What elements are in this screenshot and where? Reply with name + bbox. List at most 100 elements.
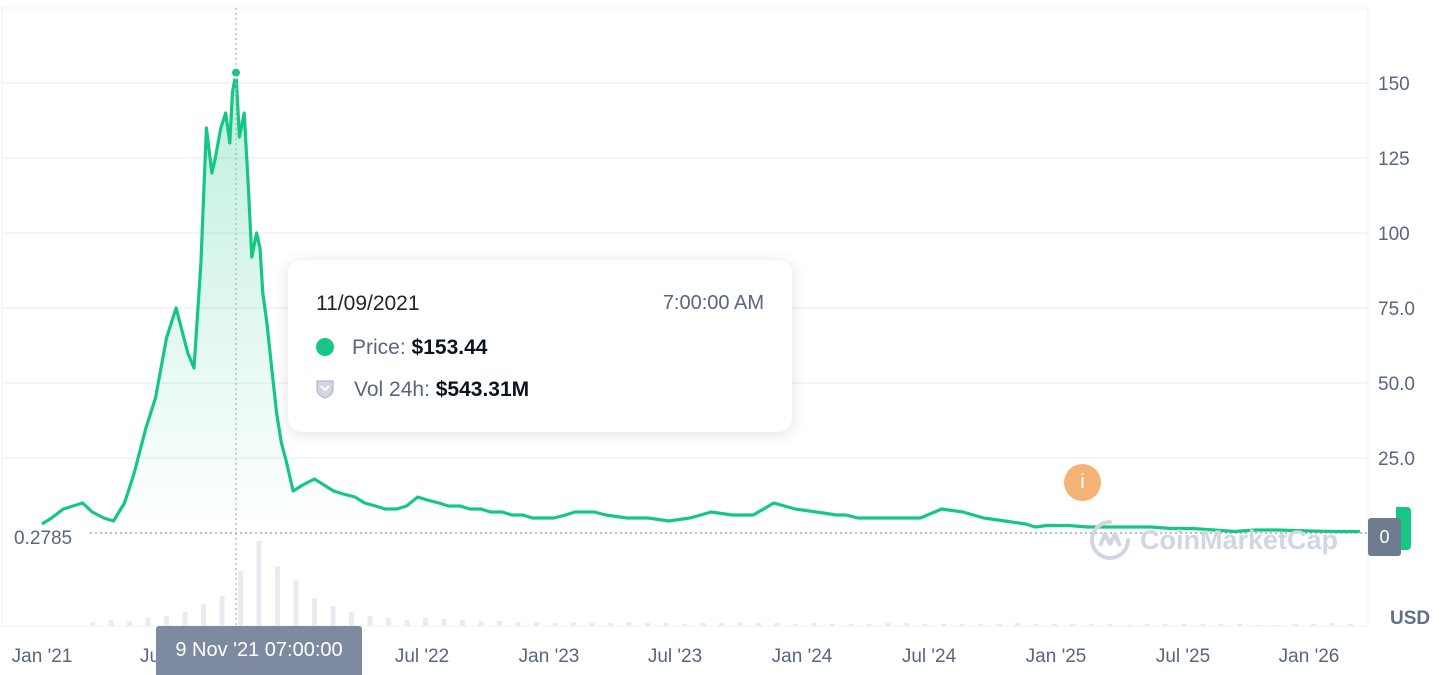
volume-bar [275, 566, 280, 626]
x-tick-label: Jul '23 [648, 646, 702, 667]
tooltip-volume-value: $543.31M [435, 378, 530, 401]
volume-bar [1292, 624, 1298, 626]
volume-bar [238, 571, 243, 626]
volume-bar [90, 622, 95, 626]
volume-bar [515, 622, 521, 626]
volume-bar [1033, 624, 1039, 626]
volume-bar [182, 612, 188, 626]
volume-bar [441, 619, 447, 626]
volume-bar [830, 624, 835, 626]
x-tick-label: Jan '24 [772, 646, 833, 667]
volume-bar [774, 623, 780, 626]
volume-bar [1070, 624, 1076, 626]
volume-bar [478, 621, 484, 626]
volume-bar [1274, 625, 1279, 626]
currency-label[interactable]: USD [1390, 608, 1431, 629]
reference-line-label: 0.2785 [14, 528, 72, 549]
tooltip-volume-row: Vol 24h: $543.31M [316, 378, 529, 402]
volume-bar [312, 598, 317, 626]
volume-bar [1237, 624, 1242, 626]
x-tick-label: Jan '23 [519, 646, 580, 667]
x-tick-label: Jul '24 [902, 646, 957, 667]
volume-bar [1126, 625, 1131, 626]
volume-bar [867, 624, 872, 626]
volume-bar [1200, 624, 1205, 626]
y-tick-label: 100 [1378, 224, 1410, 245]
price-tooltip: 11/09/2021 7:00:00 AM Price: $153.44 Vol… [288, 260, 792, 432]
volume-bar [330, 606, 336, 626]
volume-bar [978, 624, 983, 626]
volume-bar [663, 623, 669, 626]
tooltip-price-row: Price: $153.44 [316, 336, 487, 360]
volume-bar [848, 624, 854, 626]
volume-bar [959, 624, 965, 626]
tooltip-date: 11/09/2021 [316, 292, 420, 315]
volume-bar [256, 541, 262, 626]
volume-bar [219, 596, 225, 626]
volume-bar [127, 621, 132, 626]
volume-bar [386, 618, 391, 626]
x-axis: Jan '21 Ju Jul '22 Jan '23 Jul '23 Jan '24 Jul… [12, 646, 1340, 667]
volume-bar [293, 581, 299, 626]
volume-bar [164, 616, 169, 626]
x-tick-label: Jul '22 [395, 646, 449, 667]
volume-bar [885, 623, 891, 626]
volume-bar [1163, 624, 1168, 626]
volume-bar [589, 623, 595, 626]
volume-bar [1015, 623, 1020, 626]
volume-bar [811, 623, 817, 626]
price-dot-icon [316, 338, 334, 356]
volume-bar [1107, 624, 1113, 626]
volume-bar [552, 623, 558, 626]
coinmarketcap-logo-icon [1090, 520, 1130, 560]
price-area [42, 72, 1360, 533]
volume-shield-icon [316, 380, 334, 399]
volume-bar [793, 624, 798, 626]
volume-bar [1052, 624, 1057, 626]
volume-bar [737, 622, 743, 626]
volume-bar [534, 622, 539, 626]
volume-bar [571, 622, 576, 626]
watermark: CoinMarketCap [1088, 518, 1338, 562]
y-tick-label: 50.0 [1378, 374, 1415, 395]
hover-point [229, 66, 242, 79]
x-tick-label: Jul '25 [1156, 646, 1210, 667]
volume-bar [423, 618, 428, 626]
volume-bar [349, 612, 354, 626]
y-tick-label: 150 [1378, 74, 1410, 95]
volume-bar [682, 624, 687, 626]
y-tick-label: 75.0 [1378, 299, 1415, 320]
volume-bar [1255, 625, 1261, 626]
y-tick-label: 25.0 [1378, 449, 1415, 470]
x-tick-label: Jan '21 [12, 646, 73, 667]
crosshair-date-label: 9 Nov '21 07:00:00 [156, 626, 362, 675]
volume-bar [941, 624, 946, 626]
volume-bar [201, 604, 206, 626]
volume-bar [367, 616, 373, 626]
volume-bar [922, 624, 928, 626]
volume-bar [1329, 623, 1335, 626]
volume-bar [1348, 624, 1353, 626]
volume-bars [90, 541, 1353, 626]
watermark-text: CoinMarketCap [1140, 524, 1339, 555]
y-axis: 150 125 100 75.0 50.0 25.0 [1378, 74, 1415, 470]
x-tick-label: Ju [140, 646, 160, 667]
volume-bar [996, 624, 1002, 626]
tooltip-volume-label: Vol 24h: [354, 378, 430, 401]
tooltip-price-label: Price: [352, 336, 406, 359]
volume-bar [608, 623, 613, 626]
volume-bar [904, 623, 909, 626]
current-value-label: 0 [1368, 518, 1401, 556]
x-tick-label: Jan '26 [1279, 646, 1340, 667]
volume-bar [497, 621, 502, 626]
volume-bar [1089, 624, 1094, 626]
x-tick-label: Jan '25 [1026, 646, 1087, 667]
volume-bar [404, 620, 410, 626]
y-tick-label: 125 [1378, 149, 1410, 170]
volume-bar [145, 618, 151, 626]
volume-bar [1311, 624, 1316, 626]
volume-bar [700, 623, 706, 626]
info-marker[interactable]: i [1064, 464, 1101, 501]
tooltip-price-value: $153.44 [411, 336, 488, 359]
